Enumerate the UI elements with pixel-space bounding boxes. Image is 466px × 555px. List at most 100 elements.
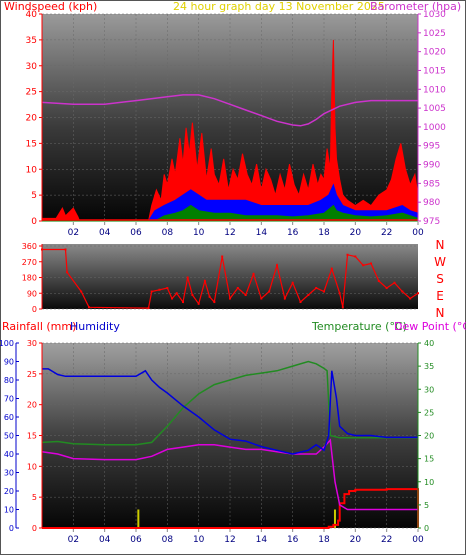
- direction-panel-axes: 0 90 180 270 360: [22, 242, 43, 314]
- barometer-axis-tick-label: 1030: [423, 10, 446, 20]
- wind-direction-point: [166, 287, 169, 289]
- wind-direction-point: [80, 290, 83, 293]
- wind-direction-point: [346, 253, 349, 256]
- temperature-axis-tick-label: 30: [424, 385, 434, 394]
- wind-direction-point: [370, 262, 372, 265]
- humidity-axis-tick-label: 100: [0, 339, 14, 348]
- direction-axis-tick-label: 360: [22, 242, 37, 251]
- temp-time-tick-label: 20: [350, 535, 362, 545]
- temp-time-tick-label: 16: [287, 535, 299, 545]
- humidity-axis-tick-label: 90: [4, 358, 14, 367]
- rainfall-axis-label: Rainfall (mm): [2, 320, 76, 333]
- barometer-axis-tick-label: 990: [423, 161, 440, 171]
- rainfall-axis-tick-label: 30: [27, 339, 37, 348]
- wind-direction-point: [213, 301, 216, 303]
- rainfall-axis-tick-label: 15: [27, 432, 37, 441]
- temp-panel-series: [41, 360, 419, 529]
- temperature-axis-tick-label: 25: [424, 408, 434, 417]
- wind-direction-point: [291, 281, 294, 284]
- rainfall-axis-tick-label: 0: [32, 524, 37, 533]
- wind-direction-point: [307, 294, 310, 296]
- compass-label: E: [436, 289, 444, 303]
- temperature-line: [41, 360, 418, 446]
- wind-axis-tick-label: 25: [26, 88, 37, 98]
- barometer-axis-tick-label: 1005: [423, 104, 446, 114]
- barometer-axis-tick-label: 975: [423, 217, 440, 227]
- wind-direction-point: [221, 255, 224, 258]
- wind-direction-point: [315, 287, 318, 289]
- wind-direction-point: [341, 306, 344, 309]
- wind-time-tick-label: 14: [256, 228, 268, 238]
- wind-axis-tick-label: 20: [26, 114, 38, 124]
- wind-direction-point: [208, 295, 211, 298]
- barometer-axis-tick-label: 1000: [423, 123, 446, 133]
- wind-direction-point: [323, 290, 325, 293]
- wind-direction-point: [186, 276, 189, 279]
- barometer-axis-tick-label: 1025: [423, 29, 446, 39]
- wind-time-tick-label: 18: [318, 228, 330, 238]
- wind-time-tick-label: 00: [412, 228, 424, 238]
- wind-panel-series: [41, 39, 419, 222]
- dewpoint-axis-label: Dew Point (°C): [394, 320, 466, 333]
- barometer-axis-tick-label: 1015: [423, 66, 446, 76]
- wind-time-tick-label: 04: [99, 228, 111, 238]
- wind-direction-point: [260, 297, 263, 300]
- rainfall-axis-tick-label: 10: [27, 462, 37, 471]
- wind-time-tick-label: 02: [68, 228, 79, 238]
- temp-time-tick-label: 14: [256, 535, 268, 545]
- wind-direction-point: [409, 297, 412, 300]
- temp-time-tick-label: 06: [130, 535, 142, 545]
- wind-time-tick-label: 06: [130, 228, 142, 238]
- temperature-axis-tick-label: 20: [424, 432, 434, 441]
- temp-time-tick-label: 10: [193, 535, 205, 545]
- temp-panel-axes: 0102030405060708090100051015202530051015…: [0, 339, 434, 545]
- wind-direction-point: [147, 307, 150, 310]
- wind-direction-point: [171, 297, 174, 300]
- humidity-axis-tick-label: 30: [4, 469, 14, 478]
- wind-direction-point: [268, 290, 271, 293]
- compass-label: N: [436, 238, 445, 252]
- compass-label: S: [436, 272, 444, 286]
- direction-axis-tick-label: 180: [22, 274, 37, 283]
- temperature-axis-tick-label: 40: [424, 339, 434, 348]
- humidity-axis-tick-label: 50: [4, 432, 14, 441]
- windspeed-axis-label: Windspeed (kph): [4, 0, 97, 13]
- barometer-axis-tick-label: 980: [423, 198, 440, 208]
- barometer-axis-tick-label: 995: [423, 142, 440, 152]
- rainfall-line: [42, 488, 419, 529]
- temperature-axis-tick-label: 10: [424, 478, 434, 487]
- barometer-axis-tick-label: 1020: [423, 48, 446, 58]
- wind-gust-area: [41, 39, 419, 222]
- direction-axis-tick-label: 0: [32, 305, 37, 314]
- wind-direction-point: [276, 264, 278, 267]
- direction-panel-grid: [42, 245, 418, 310]
- temperature-axis-tick-label: 0: [424, 524, 429, 533]
- humidity-axis-label: Humidity: [70, 320, 120, 333]
- wind-axis-tick-label: 30: [26, 62, 38, 72]
- wind-axis-tick-label: 5: [31, 191, 37, 201]
- humidity-axis-tick-label: 60: [4, 413, 14, 422]
- rainfall-axis-tick-label: 20: [27, 401, 37, 410]
- wind-direction-point: [229, 297, 231, 300]
- humidity-axis-tick-label: 80: [4, 376, 14, 385]
- wind-axis-tick-label: 0: [31, 217, 37, 227]
- wind-average-area: [42, 183, 419, 222]
- barometer-line: [41, 94, 418, 127]
- temperature-axis-tick-label: 15: [424, 455, 434, 464]
- wind-direction-point: [362, 264, 365, 267]
- wind-time-tick-label: 16: [287, 228, 299, 238]
- temp-time-tick-label: 02: [68, 535, 79, 545]
- wind-direction-point: [88, 306, 90, 309]
- wind-direction-point: [203, 280, 206, 282]
- humidity-axis-tick-label: 40: [4, 450, 14, 459]
- temp-time-tick-label: 12: [224, 535, 235, 545]
- rainfall-axis-tick-label: 5: [32, 493, 37, 502]
- humidity-axis-tick-label: 0: [9, 524, 14, 533]
- wind-axis-tick-label: 15: [26, 139, 37, 149]
- temp-time-tick-label: 04: [99, 535, 111, 545]
- barometer-axis-tick-label: 985: [423, 179, 440, 189]
- direction-panel-series: [41, 248, 419, 310]
